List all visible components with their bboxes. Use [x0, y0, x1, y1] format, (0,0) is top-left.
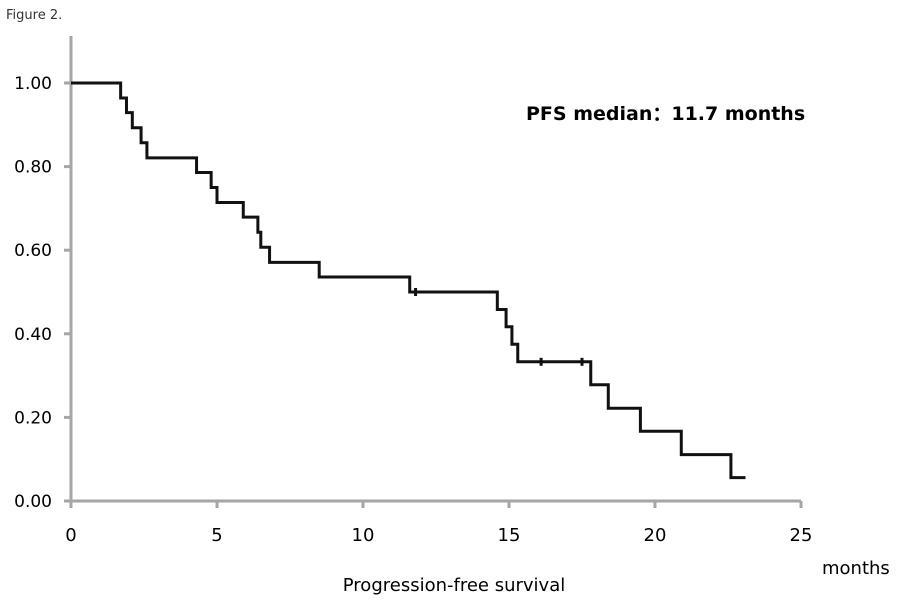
pfs-median-annotation: PFS median：11.7 months	[526, 103, 805, 125]
x-tick-label: 15	[498, 525, 521, 546]
survival-step-line	[71, 81, 746, 480]
x-axis-label: Progression-free survival	[343, 575, 565, 596]
x-tick-label: 0	[65, 525, 76, 546]
series	[71, 81, 746, 480]
x-tick-label: 25	[790, 525, 813, 546]
axes	[69, 36, 801, 503]
x-tick-label: 5	[211, 525, 222, 546]
y-tick-label: 0.80	[14, 158, 52, 178]
y-tick-label: 0.20	[14, 408, 52, 428]
figure-label: Figure 2.	[6, 8, 63, 23]
y-tick-label: 0.60	[14, 241, 52, 261]
x-tick-label: 20	[644, 525, 667, 546]
y-tick-label: 0.00	[14, 492, 52, 512]
x-unit-label: months	[822, 558, 890, 579]
ticks: 0.00 0.20 0.40 0.60 0.80 1.00 0 5 10 15 20 25	[14, 74, 812, 546]
y-tick-label: 1.00	[14, 74, 52, 94]
x-tick-label: 10	[352, 525, 375, 546]
y-tick-label: 0.40	[14, 325, 52, 345]
